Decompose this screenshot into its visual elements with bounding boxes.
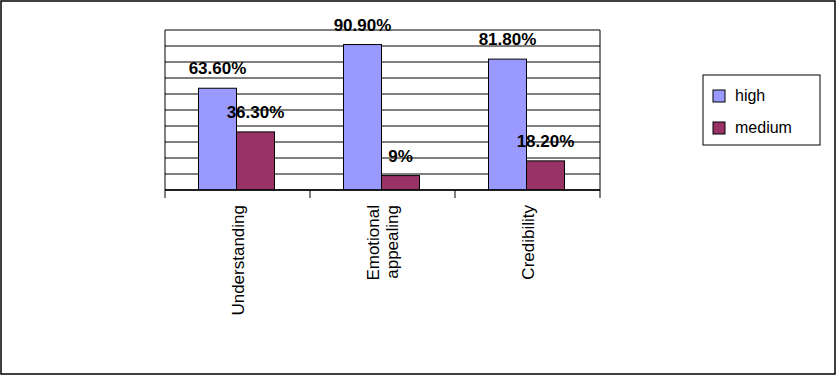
legend-label: medium xyxy=(735,119,792,136)
data-label: 18.20% xyxy=(517,132,575,151)
data-label: 63.60% xyxy=(189,59,247,78)
data-label: 81.80% xyxy=(479,30,537,49)
bar xyxy=(527,161,565,190)
legend-label: high xyxy=(735,87,765,104)
plot-frame xyxy=(600,30,601,190)
legend-swatch xyxy=(713,122,725,134)
data-label: 36.30% xyxy=(227,103,285,122)
x-tick xyxy=(600,190,601,198)
bar xyxy=(489,59,527,190)
x-tick xyxy=(455,190,456,198)
bars xyxy=(199,45,565,190)
outer-border xyxy=(1,1,835,374)
x-tick xyxy=(310,190,311,198)
x-tick xyxy=(165,190,166,198)
chart-container: 63.60% 90.90% 81.80% 36.30% 9% 18.20% Understa… xyxy=(0,0,837,376)
x-axis xyxy=(165,189,600,191)
plot-frame xyxy=(165,30,166,190)
data-label: 90.90% xyxy=(334,16,392,35)
x-tick-label: Credibility xyxy=(519,205,538,280)
bar xyxy=(344,45,382,190)
x-tick-label: Emotionalappealing xyxy=(364,205,402,281)
bar xyxy=(382,176,420,190)
legend-box xyxy=(703,75,820,145)
plot-area xyxy=(165,30,600,190)
grid-line xyxy=(165,190,600,191)
data-labels: 63.60% 90.90% 81.80% 36.30% 9% 18.20% xyxy=(189,16,575,166)
legend-swatch xyxy=(713,90,725,102)
bar xyxy=(237,132,275,190)
data-label: 9% xyxy=(388,147,413,166)
x-tick-label: Understanding xyxy=(229,205,248,316)
legend: high medium xyxy=(703,75,820,145)
chart-svg: 63.60% 90.90% 81.80% 36.30% 9% 18.20% Understa… xyxy=(0,0,837,376)
